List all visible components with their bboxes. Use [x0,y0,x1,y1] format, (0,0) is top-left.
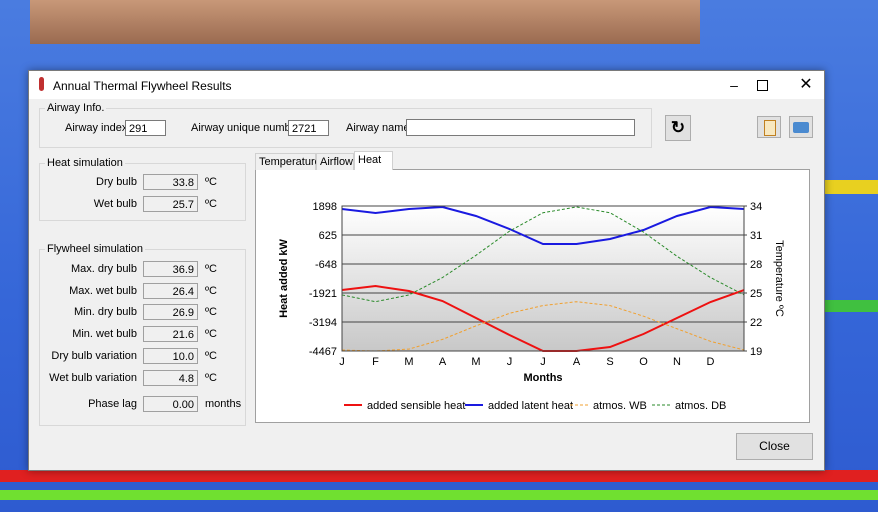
series-line [341,205,745,245]
x-tick-label: A [439,356,447,368]
field-label: Min. wet bulb [72,328,137,340]
window-title: Annual Thermal Flywheel Results [53,79,232,93]
readonly-field: 26.9 [143,304,198,320]
series-line [341,206,745,303]
x-tick-label: F [372,356,379,368]
airway-index-input[interactable]: 291 [125,120,166,136]
x-tick-label: J [540,356,546,368]
group-label: Heat simulation [45,157,125,169]
y-tick-label: -4467 [309,346,337,358]
unit-label: ºC [205,350,217,362]
readonly-field: 26.4 [143,283,198,299]
x-tick-label: J [507,356,513,368]
y-tick-label: -3194 [309,317,337,329]
y2-tick-label: 28 [750,259,762,271]
tab[interactable]: Heat [354,151,393,170]
readonly-field: 10.0 [143,348,198,364]
unit-label: ºC [205,306,217,318]
x-tick-label: O [639,356,648,368]
airway-name-input[interactable] [406,119,635,136]
x-tick-label: S [606,356,613,368]
close-button[interactable]: Close [736,433,813,460]
readonly-field: 33.8 [143,174,198,190]
tab-panel: 1898 625 -648 -1921 -3194 -4467 34 31 28 25 22 19 J F… [255,169,810,423]
x-tick-label: M [471,356,480,368]
y-tick-label: 1898 [313,201,337,213]
tab[interactable]: Temperatures [255,153,326,170]
plot-frame [341,205,745,352]
export-button[interactable] [757,116,781,138]
unit-label: ºC [205,176,217,188]
field-label: Max. wet bulb [69,285,137,297]
field-label: Phase lag [88,398,137,410]
field-label: Wet bulb [93,198,137,210]
y2-tick-label: 25 [750,288,762,300]
minimize-button[interactable]: – [730,77,738,93]
x-tick-label: A [573,356,581,368]
x-tick-label: M [404,356,413,368]
y2-tick-label: 19 [750,346,762,358]
unit-label: ºC [205,263,217,275]
x-tick-label: D [707,356,715,368]
group-label: Airway Info. [45,102,107,114]
airway-unique-input[interactable]: 2721 [288,120,329,136]
airway-info-group [39,108,652,148]
readonly-field: 0.00 [143,396,198,412]
unit-label: ºC [205,198,217,210]
field-label: Wet bulb variation [49,372,137,384]
scene-bar [0,470,878,482]
x-axis-label: Months [523,372,562,384]
y2-tick-label: 34 [750,201,762,213]
unit-label: months [205,398,242,410]
legend-label: atmos. DB [675,400,726,412]
unit-label: ºC [205,285,217,297]
y-tick-label: -1921 [309,288,337,300]
field-label: Min. dry bulb [74,306,137,318]
legend-label: atmos. WB [593,400,647,412]
readonly-field: 4.8 [143,370,198,386]
group-label: Flywheel simulation [45,243,145,255]
series-line [341,301,745,352]
field-label: Airway index [65,122,128,134]
plot-area [342,206,744,351]
legend-label: added sensible heat [367,400,465,412]
readonly-field: 21.6 [143,326,198,342]
close-window-button[interactable]: ✕ [799,76,813,93]
readonly-field: 36.9 [143,261,198,277]
maximize-button[interactable] [757,80,768,91]
x-tick-label: J [339,356,345,368]
tab[interactable]: Airflow [316,153,354,170]
scene-bar [825,300,878,312]
field-label: Airway unique number [191,122,301,134]
y2-tick-label: 31 [750,230,762,242]
y-tick-label: 625 [319,230,337,242]
y-tick-label: -648 [315,259,337,271]
legend-label: added latent heat [488,400,573,412]
y-axis-label: Heat added kW [278,238,290,317]
chart: 1898 625 -648 -1921 -3194 -4467 34 31 28 25 22 19 J F… [278,201,785,412]
y2-tick-label: 22 [750,317,762,329]
y2-axis-label: Temperature ºC [773,240,785,317]
field-label: Airway name [346,122,410,134]
readonly-field: 25.7 [143,196,198,212]
refresh-button[interactable]: ↻ [665,115,691,141]
unit-label: ºC [205,372,217,384]
field-label: Dry bulb [96,176,137,188]
dialog: Annual Thermal Flywheel Results – ✕ Airw… [28,70,825,471]
title-bar: Annual Thermal Flywheel Results – ✕ [29,71,824,99]
scene-bar [825,180,878,194]
scene-bar [0,490,878,500]
window-icon [39,77,44,91]
camera-button[interactable] [789,116,813,138]
field-label: Max. dry bulb [70,263,137,275]
x-tick-label: N [673,356,681,368]
unit-label: ºC [205,328,217,340]
field-label: Dry bulb variation [51,350,137,362]
scene-block [30,0,700,44]
heat-simulation-group [39,163,246,221]
